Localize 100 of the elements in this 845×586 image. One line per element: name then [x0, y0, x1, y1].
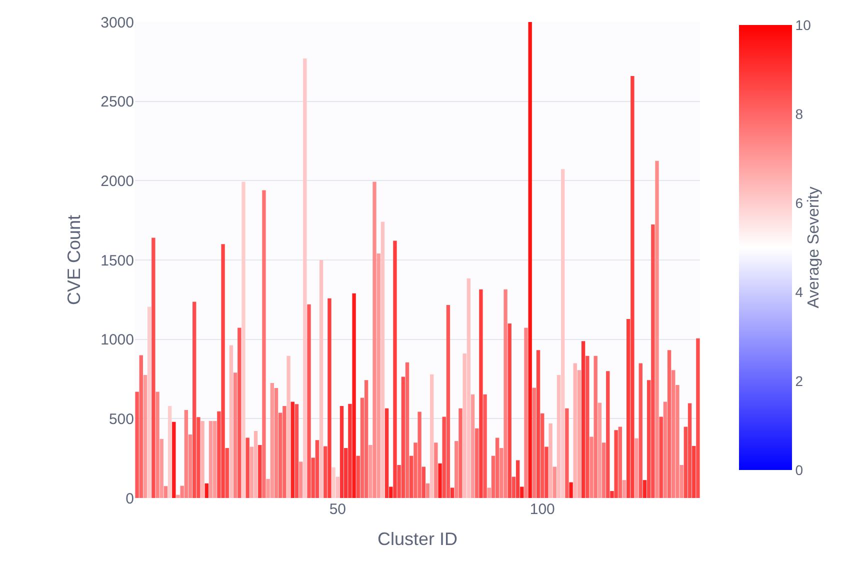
bar	[426, 483, 430, 498]
bar	[536, 350, 540, 498]
bar	[696, 338, 700, 498]
bar	[172, 422, 176, 498]
bar	[569, 482, 573, 498]
bar	[573, 363, 577, 498]
bar	[328, 298, 332, 498]
bar	[168, 406, 172, 498]
bar	[372, 182, 376, 498]
bar	[238, 328, 242, 498]
bar	[561, 169, 565, 498]
bar	[319, 260, 324, 498]
bar	[393, 240, 397, 498]
bar	[348, 404, 352, 498]
bar	[434, 442, 438, 498]
bar	[410, 456, 414, 498]
bar	[152, 238, 156, 498]
bar	[618, 426, 622, 498]
bar	[250, 446, 254, 498]
color-bar-label: 0	[795, 462, 804, 478]
bar	[160, 438, 164, 498]
y-tick-label: 1000	[100, 332, 134, 349]
bar	[204, 483, 208, 498]
bar	[315, 440, 320, 498]
bar	[290, 402, 294, 498]
bar	[634, 438, 638, 498]
bar	[672, 370, 676, 498]
bar	[294, 404, 299, 498]
bar	[479, 289, 483, 498]
color-bar-label: 2	[795, 372, 804, 389]
bar	[659, 416, 663, 498]
bar	[495, 438, 500, 498]
bar	[565, 408, 569, 498]
bar	[524, 328, 528, 498]
bar	[270, 382, 274, 498]
bar	[663, 402, 668, 498]
y-axis-title: CVE Count	[64, 214, 84, 306]
bar	[212, 421, 217, 498]
y-tick-label: 1500	[100, 252, 134, 270]
bar	[192, 302, 196, 498]
bar	[352, 293, 356, 498]
bar	[630, 76, 634, 498]
bar	[380, 222, 385, 498]
y-tick-label: 2500	[100, 94, 134, 111]
bar	[454, 441, 458, 498]
color-bar-label: 6	[795, 194, 804, 211]
bar	[135, 392, 139, 498]
bar	[504, 289, 508, 498]
y-tick-label: 2000	[100, 172, 134, 190]
bar	[258, 445, 262, 498]
bar	[208, 421, 213, 498]
bar	[389, 486, 393, 498]
y-tick-label: 0	[126, 490, 134, 508]
bar	[610, 491, 614, 498]
bar	[548, 423, 552, 498]
bar	[282, 406, 286, 498]
bar	[688, 403, 692, 498]
bar	[532, 388, 536, 498]
bar	[336, 476, 340, 498]
bar	[430, 374, 434, 498]
bar	[405, 362, 410, 498]
bar	[156, 392, 160, 498]
bar	[487, 488, 491, 498]
bar	[475, 428, 479, 498]
bar	[606, 371, 610, 498]
y-tick-label: 3000	[100, 14, 134, 32]
bar	[651, 224, 655, 498]
bar	[401, 376, 406, 498]
bar	[594, 356, 598, 498]
bar	[458, 408, 462, 498]
bar	[422, 466, 426, 498]
bar	[221, 244, 225, 498]
bar	[254, 431, 258, 498]
bar	[332, 467, 336, 498]
bar	[229, 345, 234, 498]
bar	[356, 456, 360, 498]
bar	[614, 430, 618, 498]
bar	[242, 182, 246, 498]
x-axis-title: Cluster ID	[377, 529, 458, 550]
bar	[598, 402, 602, 498]
bar	[446, 305, 450, 498]
bar	[139, 355, 143, 498]
bar	[303, 58, 307, 498]
bar	[655, 160, 659, 498]
bar	[184, 410, 188, 498]
color-bar-label: 8	[795, 106, 804, 122]
bar	[520, 486, 524, 498]
bar	[164, 486, 168, 498]
bar	[692, 446, 696, 498]
color-bar-label: 10	[795, 16, 812, 33]
bar	[638, 363, 642, 498]
bar	[286, 356, 290, 498]
bar	[368, 445, 372, 498]
bar	[233, 372, 238, 498]
bar	[262, 190, 266, 498]
bar	[438, 463, 442, 498]
bar	[324, 446, 328, 498]
color-bar-label: 4	[795, 284, 804, 300]
bar	[418, 412, 422, 498]
bar	[450, 488, 454, 498]
